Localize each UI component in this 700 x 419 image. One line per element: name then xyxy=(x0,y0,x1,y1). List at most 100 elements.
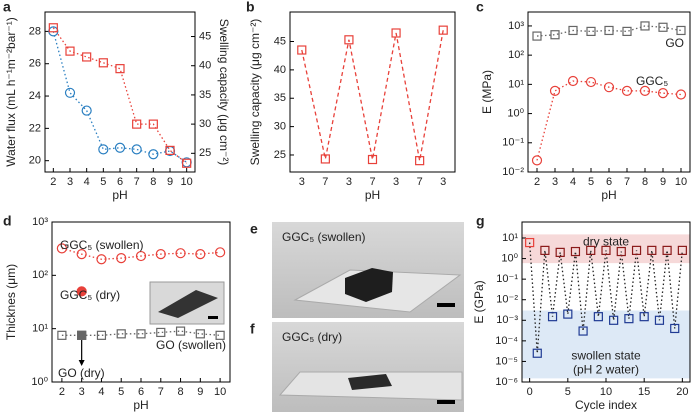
data-point xyxy=(195,249,206,260)
data-point xyxy=(631,245,642,255)
data-point xyxy=(344,35,354,45)
y-axis-label: E (GPa) xyxy=(472,280,486,323)
data-point xyxy=(647,245,657,255)
y-tick-label: 35 xyxy=(274,92,286,104)
data-point xyxy=(115,64,125,74)
data-point xyxy=(215,330,225,340)
data-point xyxy=(622,26,632,37)
scale-bar xyxy=(437,303,455,307)
data-point xyxy=(96,254,107,265)
data-point xyxy=(531,155,543,166)
y-axis-label: E (MPa) xyxy=(480,70,494,114)
x-tick-label: 10 xyxy=(675,176,687,188)
y-tick-label: 10⁻³ xyxy=(496,314,518,326)
y2-tick-label: 35 xyxy=(199,89,211,101)
data-point xyxy=(677,245,687,255)
x-axis-label: pH xyxy=(112,188,127,202)
data-point xyxy=(165,145,175,155)
data-point xyxy=(96,330,107,340)
y-tick-label: 10¹ xyxy=(502,232,518,244)
data-point xyxy=(175,326,186,336)
plot-frame xyxy=(289,11,456,173)
x-tick-label: 8 xyxy=(642,176,648,188)
data-point xyxy=(547,312,558,322)
data-point xyxy=(532,348,542,358)
data-point xyxy=(98,144,109,155)
x-tick-label: 4 xyxy=(570,176,576,188)
state-band xyxy=(522,234,690,264)
series-label: GGC₅ (dry) xyxy=(60,288,120,302)
data-point xyxy=(81,105,92,116)
data-point xyxy=(77,330,87,340)
panel-label: e xyxy=(250,221,258,237)
y-tick-label: 45 xyxy=(274,35,286,47)
y-tick-label: 10³ xyxy=(32,216,48,228)
y-tick-label: 10⁻⁵ xyxy=(495,355,518,367)
data-point xyxy=(131,144,142,155)
x-tick-label: 2 xyxy=(59,386,65,398)
x-tick-label: 3 xyxy=(79,386,85,398)
data-point xyxy=(48,23,58,33)
x-tick-label: 7 xyxy=(134,176,140,188)
x-tick-label: 4 xyxy=(98,386,104,398)
x-tick-label: 5 xyxy=(100,176,106,188)
data-point xyxy=(136,329,146,339)
series-line xyxy=(52,27,188,164)
x-tick-label: 15 xyxy=(638,386,650,398)
y2-tick-label: 30 xyxy=(199,118,211,130)
y-axis-label: Swelling capacity (μg cm⁻²) xyxy=(248,19,262,166)
series-line xyxy=(528,242,684,354)
data-point xyxy=(549,85,561,96)
photo-label: GGC₅ (dry) xyxy=(282,330,342,344)
data-point xyxy=(550,30,560,40)
data-point xyxy=(586,245,596,255)
x-tick-label: 9 xyxy=(660,176,666,188)
data-point xyxy=(555,247,565,257)
data-point xyxy=(662,245,672,255)
x-tick-label: 3 xyxy=(552,176,558,188)
band-label: dry state xyxy=(583,235,629,249)
y-tick-label: 10⁻¹ xyxy=(502,137,524,149)
data-point xyxy=(116,329,126,339)
x-tick-label: 7 xyxy=(417,176,423,188)
y-tick-label: 10⁻⁶ xyxy=(495,376,518,388)
y-tick-label: 10⁻¹ xyxy=(496,273,518,285)
y-tick-label: 10⁰ xyxy=(501,252,518,264)
x-tick-label: 7 xyxy=(158,386,164,398)
data-point xyxy=(568,25,578,36)
data-point xyxy=(64,87,76,98)
data-point xyxy=(65,46,75,56)
x-tick-label: 6 xyxy=(138,386,144,398)
data-point xyxy=(675,89,687,100)
panel-label: a xyxy=(3,0,11,15)
plot-frame xyxy=(44,11,196,173)
y-tick-label: 40 xyxy=(274,64,286,76)
data-point xyxy=(578,326,588,336)
x-tick-label: 7 xyxy=(624,176,630,188)
y-tick-label: 10² xyxy=(32,269,48,281)
data-point xyxy=(670,323,680,334)
series-label: GO (dry) xyxy=(58,366,105,380)
data-point xyxy=(76,249,87,260)
data-point xyxy=(215,247,226,258)
y-tick-label: 28 xyxy=(29,25,41,37)
scale-bar xyxy=(437,400,455,404)
panel-label: d xyxy=(3,213,12,229)
x-tick-label: 10 xyxy=(181,176,193,188)
arrow-head xyxy=(78,360,85,366)
x-tick-label: 5 xyxy=(118,386,124,398)
series-line xyxy=(61,330,221,336)
data-point xyxy=(609,315,619,325)
x-axis-label: pH xyxy=(601,188,616,202)
data-point xyxy=(195,329,205,339)
data-point xyxy=(540,245,550,255)
data-point xyxy=(639,85,651,96)
y-tick-label: 10¹ xyxy=(508,78,524,90)
data-point xyxy=(82,52,92,62)
data-point xyxy=(320,154,330,164)
data-point xyxy=(585,76,597,88)
scale-bar xyxy=(208,316,218,319)
x-tick-label: 2 xyxy=(50,176,56,188)
data-point xyxy=(639,312,649,322)
